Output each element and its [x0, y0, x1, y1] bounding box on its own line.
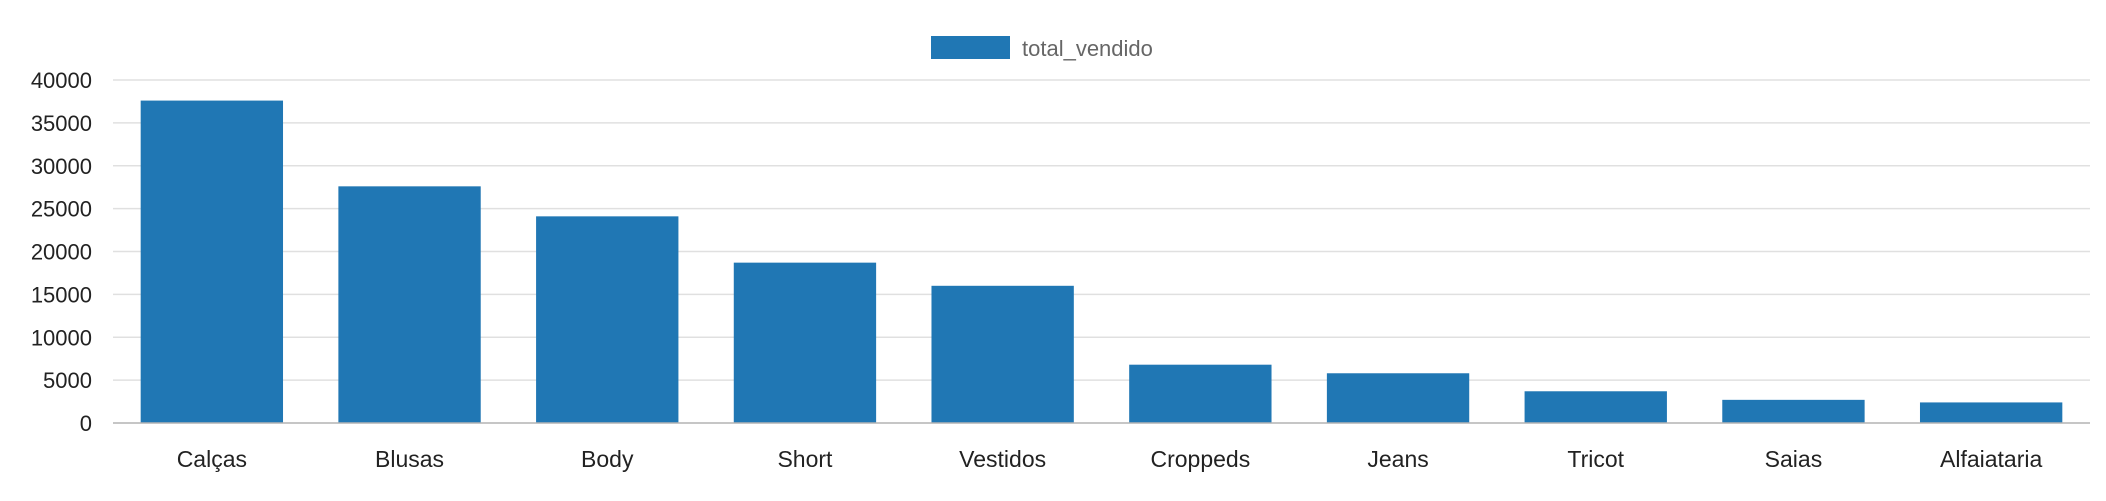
- x-tick-label: Vestidos: [959, 446, 1046, 472]
- bar-saias: [1722, 399, 1865, 423]
- y-tick-label: 20000: [31, 240, 92, 265]
- x-tick-label: Saias: [1765, 446, 1823, 472]
- bar-calças: [140, 100, 284, 423]
- bar-short: [733, 262, 877, 423]
- x-tick-label: Short: [777, 446, 833, 472]
- bar-body: [536, 216, 679, 423]
- y-tick-label: 15000: [31, 282, 92, 307]
- legend-label: total_vendido: [1022, 36, 1153, 61]
- bar-jeans: [1326, 373, 1470, 423]
- legend: total_vendido: [931, 36, 1153, 61]
- y-tick-label: 10000: [31, 325, 92, 350]
- y-tick-label: 35000: [31, 111, 92, 136]
- bar-blusas: [338, 186, 481, 423]
- y-tick-label: 0: [80, 411, 92, 436]
- x-tick-label: Alfaiataria: [1940, 446, 2042, 472]
- x-tick-label: Jeans: [1367, 446, 1428, 472]
- bar-alfaiataria: [1919, 402, 2063, 423]
- x-tick-label: Tricot: [1567, 446, 1624, 472]
- y-tick-label: 30000: [31, 154, 92, 179]
- bar-croppeds: [1129, 364, 1272, 423]
- y-tick-label: 5000: [43, 368, 92, 393]
- legend-swatch: [931, 36, 1010, 59]
- x-tick-label: Croppeds: [1150, 446, 1250, 472]
- y-tick-label: 25000: [31, 197, 92, 222]
- y-tick-label: 40000: [31, 68, 92, 93]
- y-axis-ticks: 0 5000 10000 15000 20000 25000 30000 35000 40000: [31, 68, 92, 436]
- x-tick-label: Body: [581, 446, 634, 472]
- bars: [140, 100, 2063, 423]
- x-tick-label: Calças: [177, 446, 247, 472]
- x-axis-ticks: Calças Blusas Body Short Vestidos Croppeds Jea…: [177, 446, 2043, 472]
- x-tick-label: Blusas: [375, 446, 444, 472]
- bar-vestidos: [931, 285, 1074, 423]
- bar-tricot: [1524, 391, 1667, 423]
